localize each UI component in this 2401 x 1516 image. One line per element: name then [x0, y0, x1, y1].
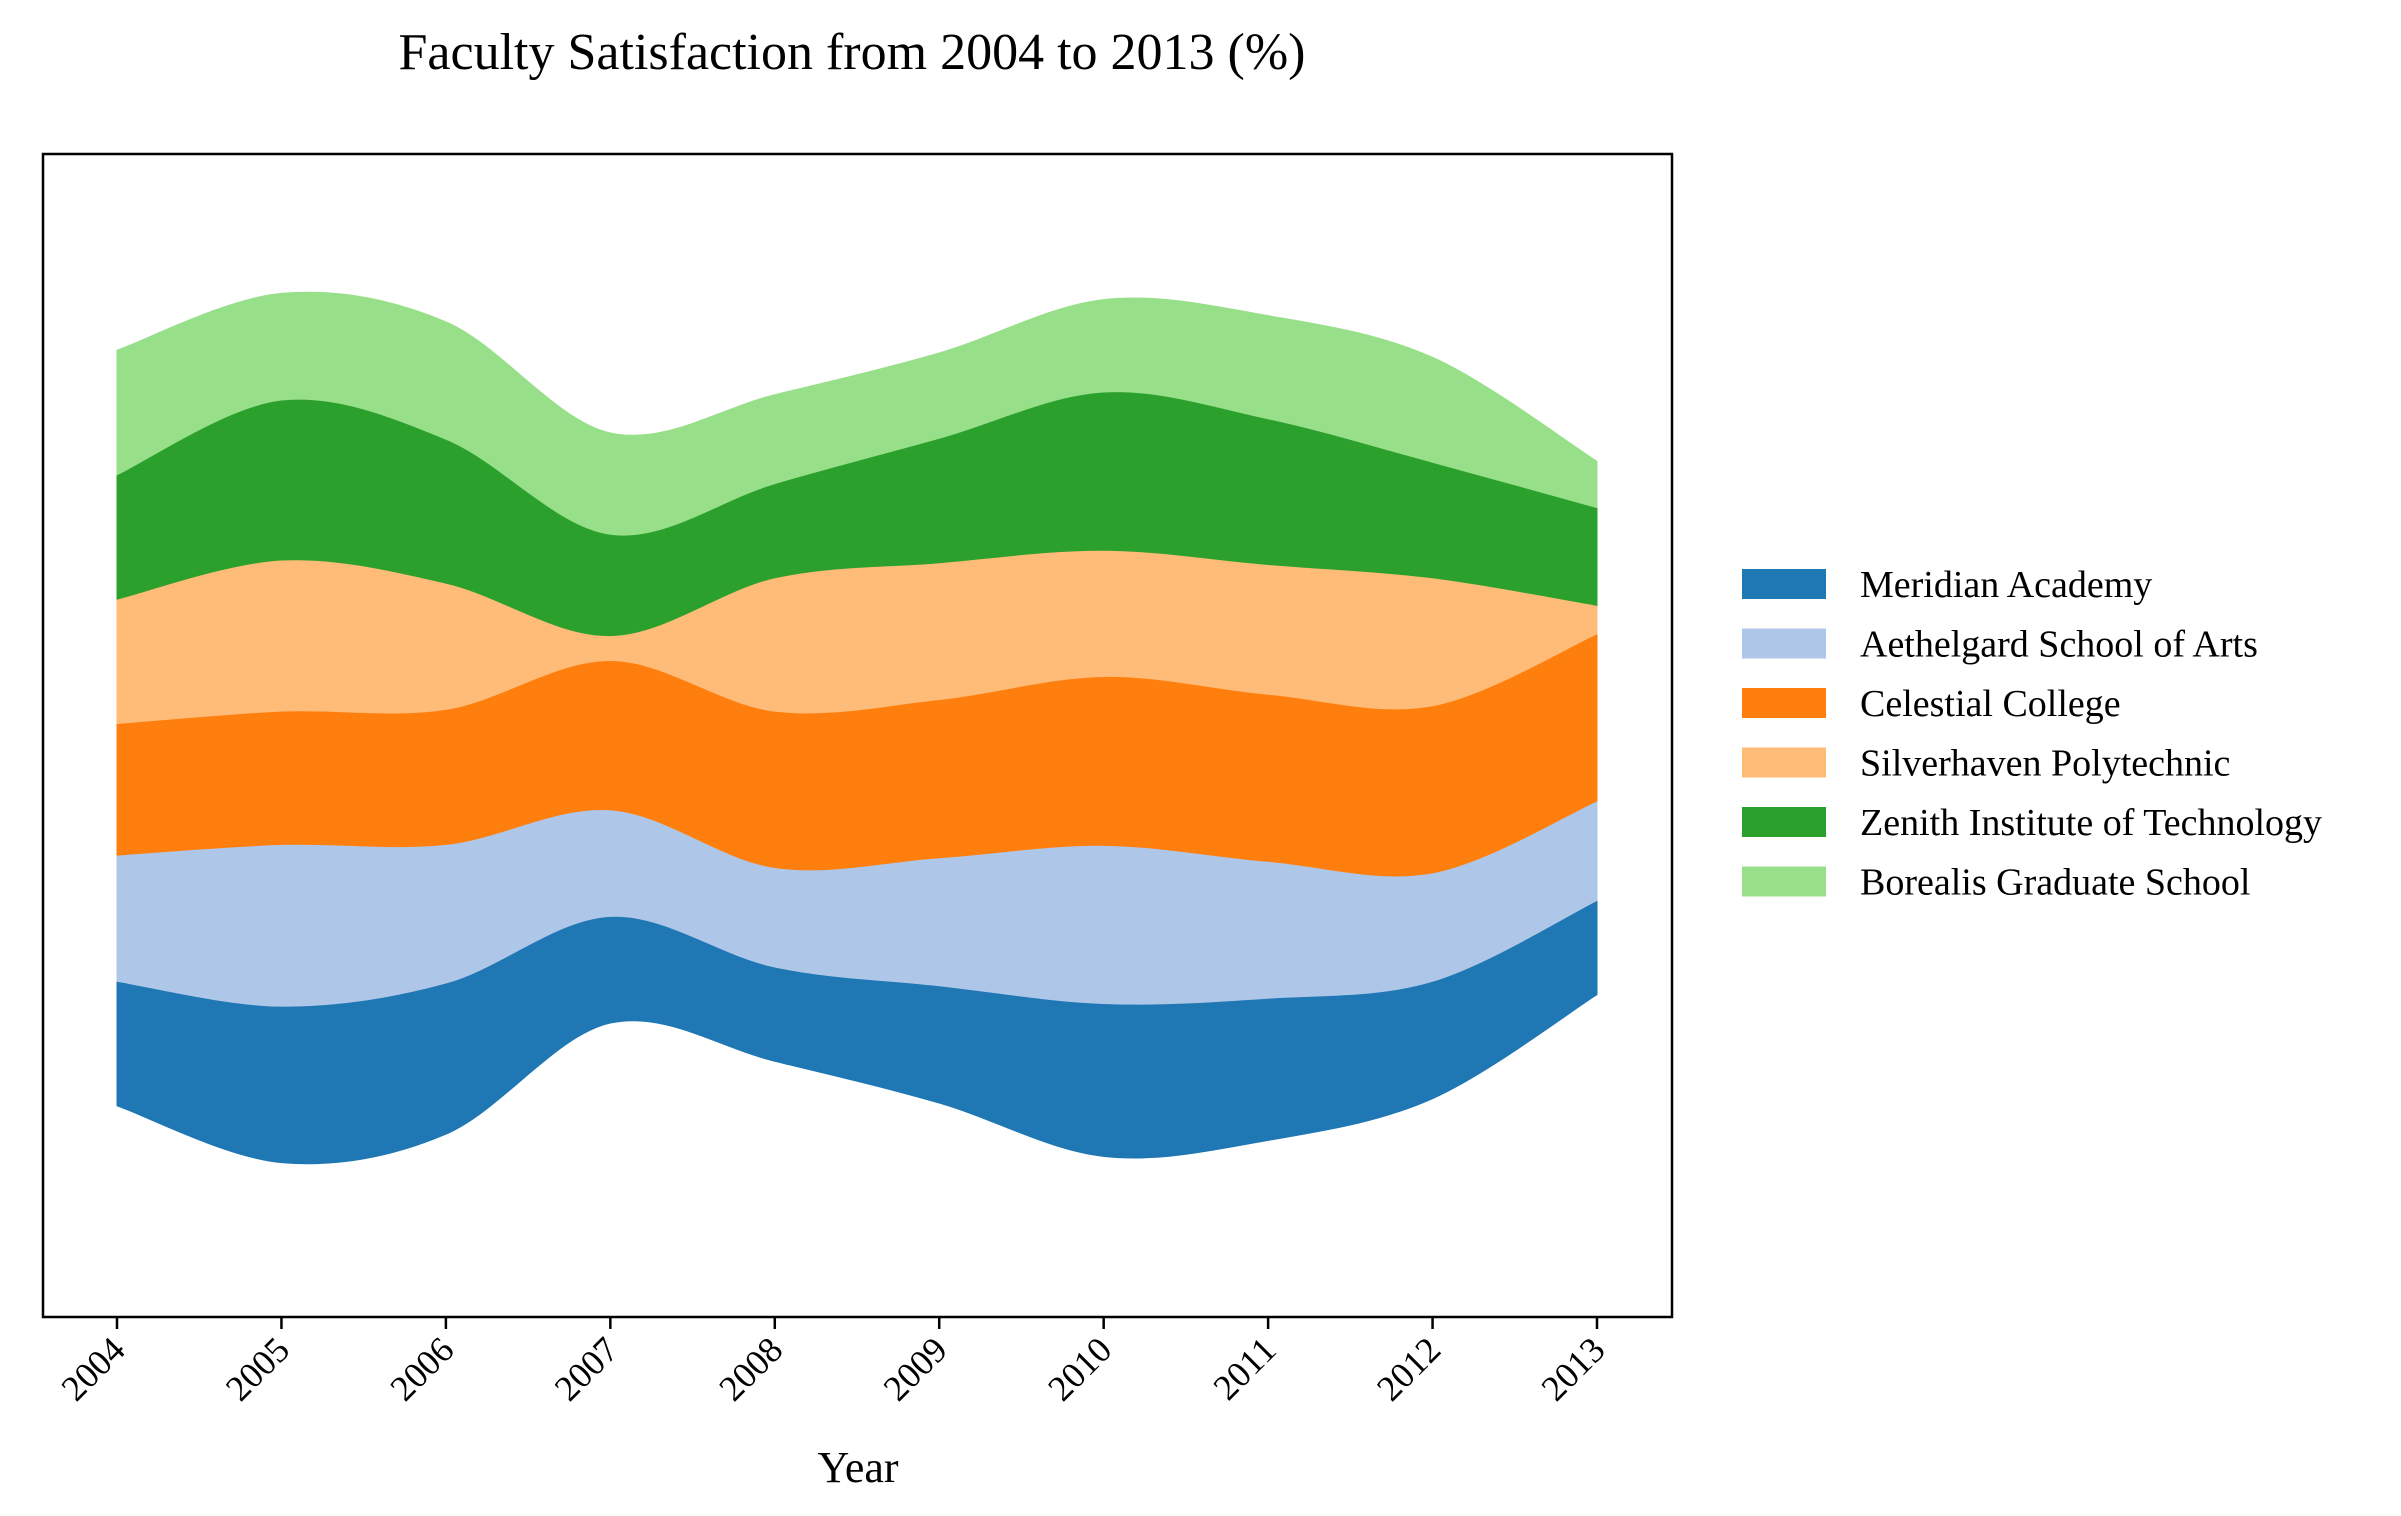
- x-tick-label: 2008: [711, 1329, 790, 1408]
- legend: Meridian Academy Aethelgard School of Art…: [1742, 564, 2322, 904]
- stream-layers: [116, 291, 1598, 1165]
- legend-swatch: [1742, 628, 1826, 659]
- legend-swatch: [1742, 866, 1826, 897]
- legend-label: Meridian Academy: [1860, 564, 2152, 606]
- x-axis-ticks: 2004 2005 2006 2007 2008 2009 2010 2011 2012 2013: [53, 1317, 1613, 1409]
- x-tick-label: 2004: [53, 1329, 132, 1408]
- x-axis-label: Year: [817, 1443, 898, 1492]
- plot-frame: [41, 152, 1674, 1319]
- legend-swatch: [1742, 569, 1826, 599]
- stream-silverhaven-polytechnic: [116, 549, 1598, 725]
- x-tick-label: 2006: [382, 1329, 461, 1408]
- x-tick-label: 2007: [547, 1329, 626, 1408]
- legend-swatch: [1742, 747, 1826, 778]
- legend-label: Borealis Graduate School: [1860, 862, 2250, 904]
- chart-title: Faculty Satisfaction from 2004 to 2013 (…: [399, 24, 1306, 81]
- x-tick-label: 2013: [1533, 1329, 1612, 1408]
- legend-label: Celestial College: [1860, 683, 2121, 725]
- x-tick-label: 2005: [218, 1329, 297, 1408]
- legend-swatch: [1742, 807, 1826, 837]
- legend-swatch: [1742, 688, 1826, 718]
- x-tick-label: 2011: [1206, 1329, 1284, 1407]
- stream-borealis-graduate-school: [116, 291, 1598, 536]
- legend-label: Aethelgard School of Arts: [1860, 624, 2258, 666]
- legend-label: Silverhaven Polytechnic: [1860, 743, 2230, 785]
- x-tick-label: 2010: [1040, 1329, 1119, 1408]
- legend-label: Zenith Institute of Technology: [1860, 802, 2322, 844]
- x-tick-label: 2012: [1369, 1329, 1448, 1408]
- x-tick-label: 2009: [876, 1329, 955, 1408]
